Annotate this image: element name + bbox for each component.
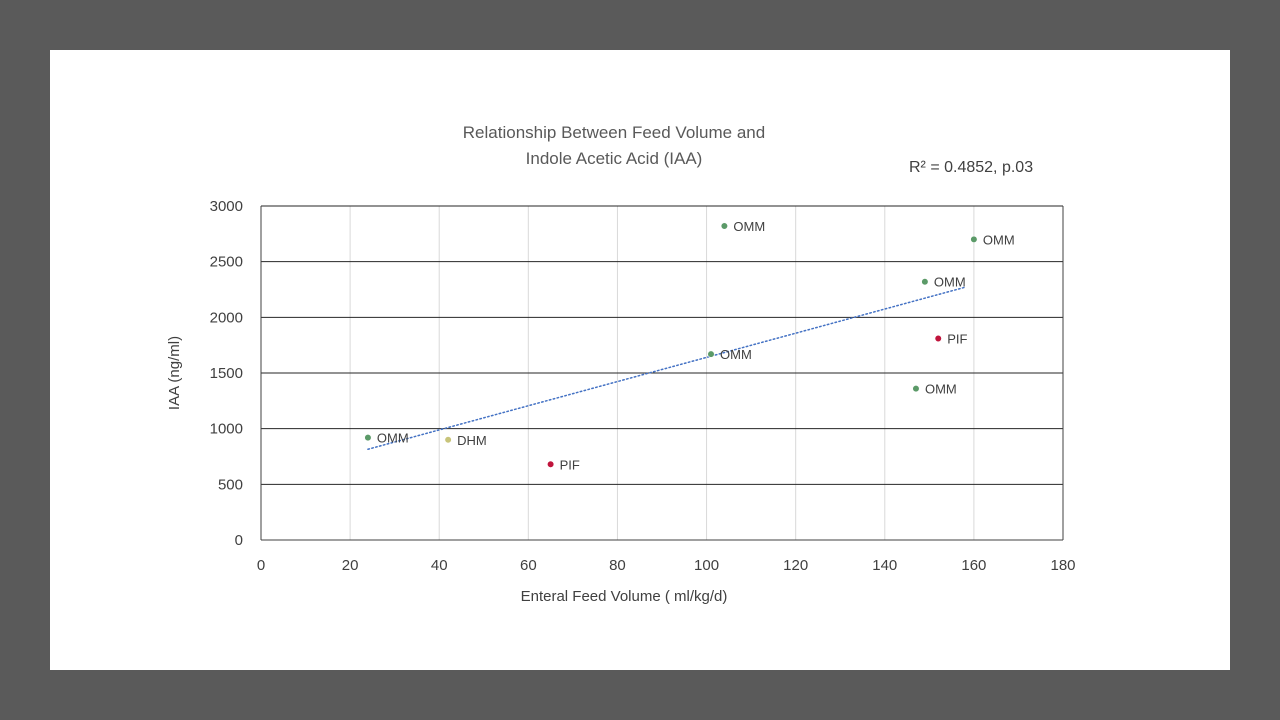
data-point [921,278,929,286]
data-point [547,460,555,468]
data-point-label: OMM [934,275,966,290]
y-tick-label: 2500 [210,254,243,271]
data-point [912,384,920,393]
scatter-chart: Relationship Between Feed Volume and Ind… [166,123,1076,605]
data-point-label: OMM [733,219,765,234]
data-point [934,334,942,343]
data-point [720,222,728,230]
r-squared-annotation: R² = 0.4852, p.03 [909,159,1033,176]
data-point-label: OMM [925,382,957,397]
x-axis-title: Enteral Feed Volume ( ml/kg/d) [521,588,728,605]
x-tick-label: 40 [431,557,448,574]
x-tick-label: 80 [609,557,626,574]
plot-area: 0 20 40 60 80 100 120 140 160 180 0 500 1000 1500 2000… [210,198,1076,574]
data-point [970,235,978,243]
data-point [364,433,372,442]
y-tick-label: 500 [218,476,243,493]
x-tick-label: 20 [342,557,359,574]
y-tick-label: 2000 [210,309,243,326]
slide: Relationship Between Feed Volume and Ind… [50,50,1230,670]
data-point-label: OMM [983,232,1015,247]
data-point-label: OMM [377,431,409,446]
y-tick-label: 1000 [210,421,243,438]
data-point-label: PIF [560,457,580,472]
y-tick-label: 3000 [210,198,243,215]
data-point-label: DHM [457,433,487,448]
y-tick-label: 1500 [210,365,243,382]
x-tick-label: 100 [694,557,719,574]
chart-title-line-2: Indole Acetic Acid (IAA) [526,149,703,168]
x-tick-label: 180 [1050,557,1075,574]
chart-title-line-1: Relationship Between Feed Volume and [463,123,765,142]
data-point-label: PIF [947,331,967,346]
trendline [367,286,966,451]
x-tick-label: 160 [961,557,986,574]
y-tick-label: 0 [235,532,243,549]
x-tick-label: 140 [872,557,897,574]
x-tick-label: 60 [520,557,537,574]
data-point-label: OMM [720,347,752,362]
x-tick-label: 0 [257,557,265,574]
data-point [444,436,452,444]
y-axis-title: IAA (ng/ml) [166,336,183,410]
x-tick-label: 120 [783,557,808,574]
data-point [707,350,715,358]
